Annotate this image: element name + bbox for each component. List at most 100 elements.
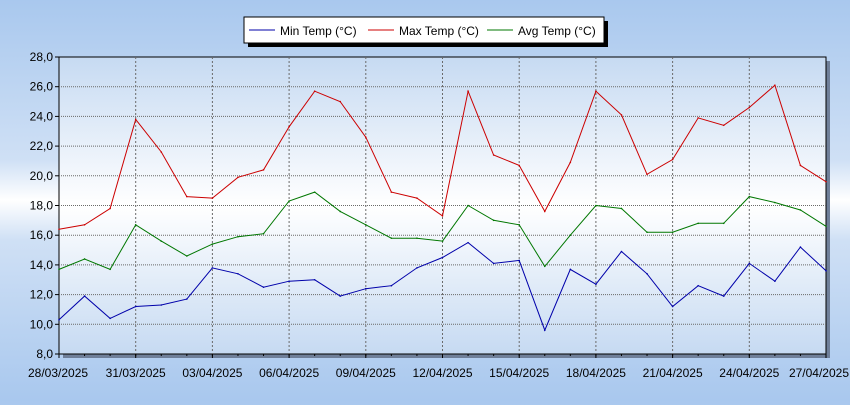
data-point xyxy=(799,209,802,211)
data-point xyxy=(671,231,674,234)
data-point xyxy=(339,100,342,103)
data-point xyxy=(620,207,623,210)
data-point xyxy=(722,222,725,225)
data-point xyxy=(58,228,60,231)
data-point xyxy=(441,256,444,259)
data-point xyxy=(186,255,188,257)
data-point xyxy=(211,267,214,269)
data-point xyxy=(339,210,342,213)
data-point xyxy=(722,124,725,127)
data-point xyxy=(697,222,699,225)
data-point xyxy=(748,262,751,265)
data-point xyxy=(722,295,725,297)
data-point xyxy=(109,317,111,320)
y-tick-label: 14,0 xyxy=(30,258,54,272)
data-point xyxy=(595,90,597,92)
y-tick-label: 26,0 xyxy=(30,80,54,94)
data-point xyxy=(569,234,572,236)
data-point xyxy=(492,219,495,222)
data-point xyxy=(160,151,163,153)
data-point xyxy=(492,154,495,156)
data-point xyxy=(492,262,495,265)
x-tick-label: 28/03/2025 xyxy=(28,366,88,380)
data-point xyxy=(262,286,265,288)
data-point xyxy=(543,265,546,268)
data-point xyxy=(211,197,214,199)
x-tick-label: 18/04/2025 xyxy=(566,366,626,380)
data-point xyxy=(160,240,163,242)
y-tick-label: 8,0 xyxy=(36,347,53,361)
data-point xyxy=(237,176,239,179)
data-point xyxy=(595,204,597,207)
data-point xyxy=(262,232,265,235)
data-point xyxy=(416,267,418,269)
data-point xyxy=(416,237,418,239)
y-tick-label: 22,0 xyxy=(30,139,54,153)
x-tick-label: 06/04/2025 xyxy=(259,366,319,380)
data-point xyxy=(109,268,111,271)
legend-box xyxy=(243,16,605,44)
legend-label: Min Temp (°C) xyxy=(280,24,357,38)
data-point xyxy=(365,224,367,226)
data-point xyxy=(748,106,751,109)
data-point xyxy=(441,240,444,242)
data-point xyxy=(83,258,86,260)
data-point xyxy=(237,273,239,275)
data-point xyxy=(697,117,699,119)
data-point xyxy=(543,329,546,332)
data-point xyxy=(620,114,623,116)
data-point xyxy=(467,241,469,244)
y-tick-label: 20,0 xyxy=(30,169,54,183)
data-point xyxy=(237,235,239,238)
data-point xyxy=(339,295,342,297)
data-point xyxy=(160,304,163,306)
x-tick-label: 21/04/2025 xyxy=(643,366,703,380)
x-tick-label: 15/04/2025 xyxy=(489,366,549,380)
legend-label: Avg Temp (°C) xyxy=(518,24,596,38)
y-tick-label: 28,0 xyxy=(30,50,54,64)
data-point xyxy=(646,173,648,176)
data-point xyxy=(671,158,674,161)
x-axis: 28/03/2025 31/03/2025 03/04/2025 06/04/2025… xyxy=(28,354,849,380)
data-point xyxy=(620,250,623,253)
data-point xyxy=(313,90,316,92)
data-point xyxy=(109,207,111,210)
data-point xyxy=(646,231,648,234)
data-point xyxy=(825,180,827,183)
data-point xyxy=(748,195,751,198)
y-tick-label: 18,0 xyxy=(30,199,54,213)
y-tick-label: 12,0 xyxy=(30,288,54,302)
legend: Min Temp (°C) Max Temp (°C) Avg Temp (°C) xyxy=(243,16,608,47)
data-point xyxy=(288,125,290,128)
data-point xyxy=(569,161,572,164)
x-tick-label: 27/04/2025 xyxy=(789,366,849,380)
x-tick-label: 09/04/2025 xyxy=(336,366,396,380)
data-point xyxy=(186,195,188,198)
data-point xyxy=(518,259,520,262)
data-point xyxy=(83,295,86,297)
data-point xyxy=(697,284,699,287)
y-tick-label: 24,0 xyxy=(30,109,54,123)
y-axis: 8,0 10,0 12,0 14,0 16,0 18,0 20,0 22,0 24,0 26,0 2… xyxy=(30,50,59,361)
data-point xyxy=(774,84,776,87)
data-point xyxy=(288,280,290,283)
data-point xyxy=(186,298,188,300)
data-point xyxy=(211,243,214,245)
data-point xyxy=(390,284,393,287)
data-point xyxy=(134,305,137,308)
data-point xyxy=(569,268,572,271)
data-point xyxy=(671,305,674,308)
data-point xyxy=(774,280,776,283)
y-tick-label: 16,0 xyxy=(30,228,54,242)
data-point xyxy=(134,224,137,226)
data-point xyxy=(441,215,444,217)
x-tick-label: 03/04/2025 xyxy=(182,366,242,380)
data-point xyxy=(83,224,86,226)
x-tick-label: 24/04/2025 xyxy=(719,366,779,380)
data-point xyxy=(313,191,316,193)
data-point xyxy=(365,287,367,290)
data-point xyxy=(58,268,60,271)
data-point xyxy=(467,90,469,92)
data-point xyxy=(774,201,776,204)
